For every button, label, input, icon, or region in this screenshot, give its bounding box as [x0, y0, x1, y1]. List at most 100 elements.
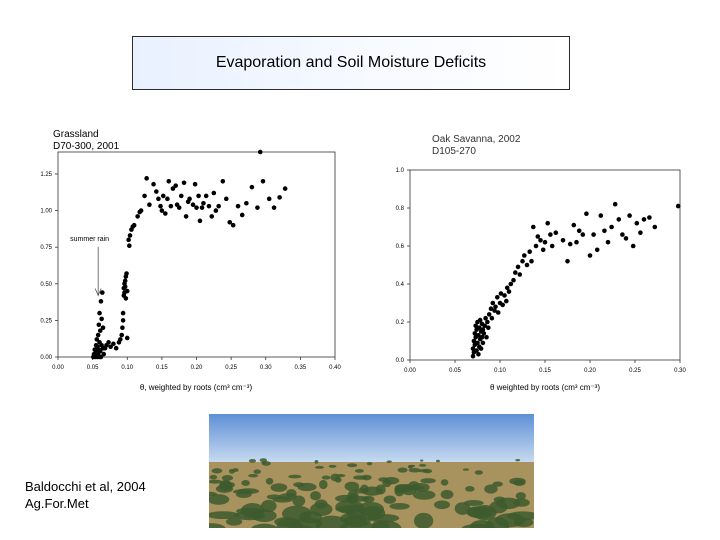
- data-point: [127, 243, 132, 249]
- data-point: [100, 325, 106, 331]
- data-point: [192, 181, 198, 187]
- data-point: [213, 208, 219, 213]
- data-point: [138, 208, 144, 213]
- data-point: [620, 232, 625, 237]
- tree-canopy: [361, 506, 386, 521]
- tree-canopy: [328, 464, 337, 468]
- tree-canopy: [253, 469, 262, 475]
- data-point: [565, 258, 570, 264]
- data-point: [641, 217, 647, 222]
- tree-canopy: [413, 512, 434, 528]
- chart-annotation: summer rain: [70, 236, 109, 297]
- data-point: [163, 211, 168, 216]
- data-point: [531, 224, 536, 230]
- tree-canopy: [513, 517, 534, 528]
- data-point: [480, 327, 486, 332]
- data-point: [489, 315, 495, 321]
- data-point: [535, 234, 541, 239]
- data-point: [120, 318, 126, 323]
- data-point: [255, 205, 260, 210]
- data-point: [484, 334, 489, 340]
- y-tick-label: 1.0: [396, 168, 405, 174]
- data-point: [165, 196, 170, 202]
- data-point: [96, 322, 102, 328]
- data-point: [147, 202, 152, 208]
- x-tick-label: 0.00: [52, 365, 64, 371]
- data-point: [479, 334, 485, 340]
- tree-canopy: [288, 474, 302, 479]
- tree-canopy: [489, 500, 508, 514]
- x-tick-label: 0.20: [584, 368, 596, 374]
- data-point: [260, 178, 266, 184]
- data-point: [249, 184, 255, 190]
- data-point: [211, 190, 217, 196]
- data-point: [108, 344, 113, 350]
- data-point: [142, 193, 147, 199]
- tree-canopy: [354, 469, 364, 473]
- data-point: [160, 193, 166, 199]
- data-point: [181, 180, 187, 186]
- y-tick-label: 0.4: [396, 282, 405, 288]
- data-point: [605, 239, 611, 245]
- data-point: [545, 220, 550, 226]
- data-point: [492, 308, 497, 313]
- data-point: [493, 304, 498, 310]
- tree-canopy: [346, 463, 358, 468]
- oak-savanna-chart: Oak Savanna, 2002 D105-270 θ weighted by…: [396, 134, 687, 392]
- data-point: [196, 193, 201, 199]
- chart-subtitle: D70-300, 2001: [53, 141, 120, 152]
- tree-canopy: [515, 458, 521, 462]
- tree-canopy: [248, 473, 259, 478]
- tree-canopy: [407, 465, 413, 469]
- data-point: [173, 183, 179, 188]
- data-point: [602, 228, 607, 234]
- data-point: [223, 196, 229, 202]
- tree-canopy: [371, 520, 390, 528]
- tree-canopy: [314, 465, 325, 469]
- data-point: [95, 332, 101, 338]
- tree-canopy: [397, 467, 408, 473]
- data-point: [591, 232, 596, 237]
- x-tick-label: 0.35: [295, 365, 307, 371]
- tree-canopy: [412, 490, 436, 500]
- tree-canopy: [276, 518, 298, 528]
- data-point: [560, 238, 566, 243]
- tree-canopy: [310, 491, 321, 501]
- data-point: [98, 354, 104, 360]
- data-point: [488, 306, 494, 311]
- data-point: [502, 293, 507, 298]
- data-point: [520, 258, 525, 264]
- tree-canopy: [321, 475, 331, 480]
- data-point: [97, 348, 103, 354]
- data-point: [515, 264, 521, 270]
- data-point: [235, 203, 241, 209]
- tree-canopy: [389, 502, 410, 510]
- tree-canopy: [419, 459, 424, 462]
- data-point: [170, 186, 176, 191]
- data-point: [100, 290, 105, 295]
- data-point: [584, 211, 589, 216]
- x-tick-label: 0.25: [629, 368, 641, 374]
- landscape-illustration: [209, 414, 534, 528]
- data-point: [634, 220, 640, 226]
- data-point: [511, 277, 516, 283]
- y-tick-label: 0.00: [40, 355, 52, 361]
- data-point: [571, 222, 577, 228]
- chart-title: Grassland: [53, 129, 99, 140]
- tree-canopy: [386, 460, 392, 464]
- data-point: [127, 233, 133, 238]
- data-point: [282, 186, 288, 191]
- data-point: [144, 176, 149, 181]
- data-point: [630, 243, 636, 249]
- data-point: [574, 239, 579, 245]
- tree-canopy: [209, 479, 223, 484]
- tree-canopy: [209, 474, 218, 480]
- data-point: [522, 253, 527, 258]
- data-point: [538, 238, 543, 243]
- chart-points: [470, 201, 681, 359]
- data-point: [616, 217, 622, 222]
- data-point: [500, 302, 505, 308]
- tree-canopy: [454, 502, 471, 515]
- data-point: [124, 271, 129, 276]
- data-point: [266, 196, 272, 202]
